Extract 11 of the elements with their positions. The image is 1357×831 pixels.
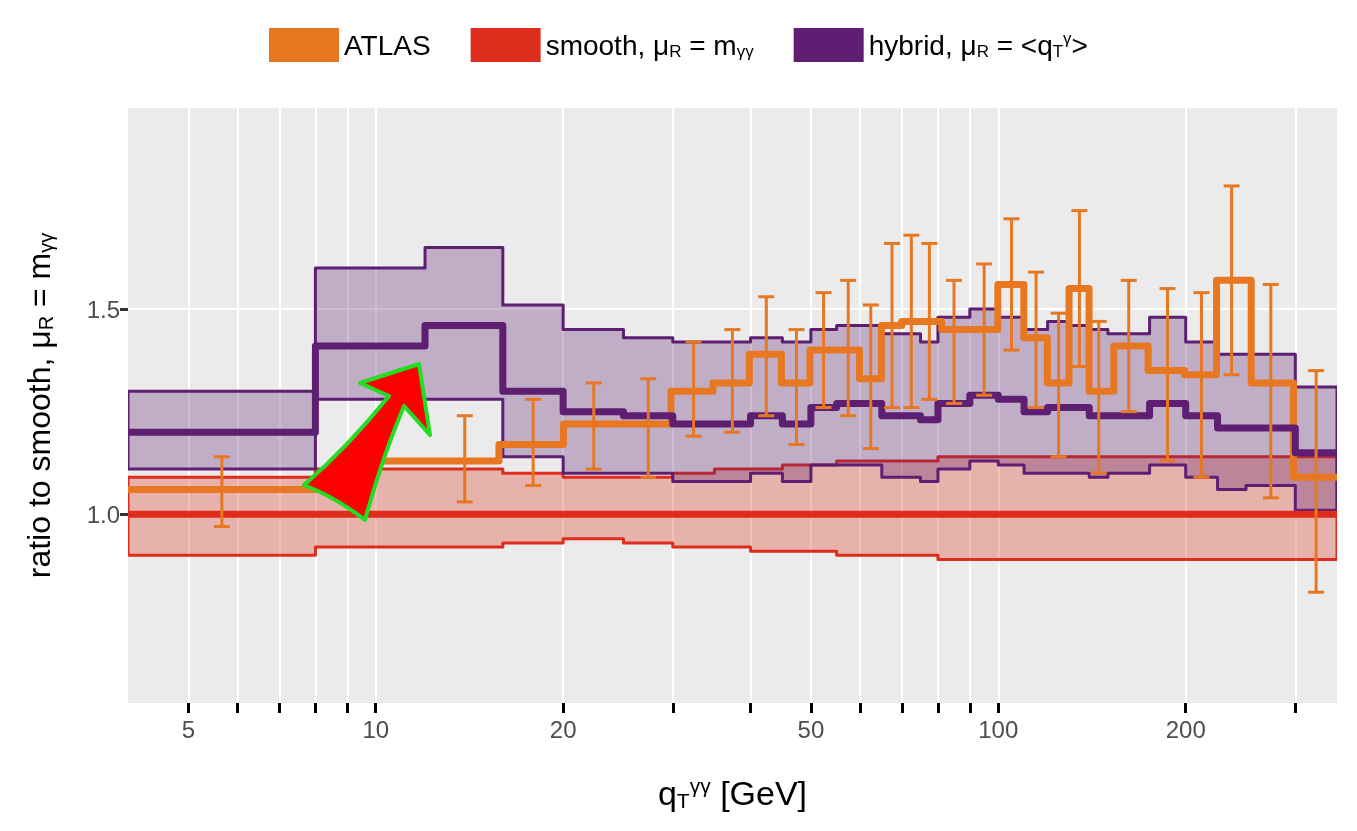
x-tick-label: 100 <box>978 715 1019 743</box>
x-axis-title: qTγγ [GeV] <box>657 774 808 812</box>
x-tick-label: 10 <box>362 715 390 743</box>
x-tick-label: 50 <box>797 715 825 743</box>
y-tick-label: 1.0 <box>86 500 120 528</box>
y-tick-label: 1.5 <box>86 295 120 323</box>
legend-label: ATLAS <box>344 29 431 61</box>
x-tick-label: 5 <box>181 715 196 743</box>
x-tick-label: 20 <box>549 715 577 743</box>
x-tick-label: 200 <box>1165 715 1206 743</box>
y-axis-title: ratio to smooth, μR = mγγ <box>21 232 57 579</box>
